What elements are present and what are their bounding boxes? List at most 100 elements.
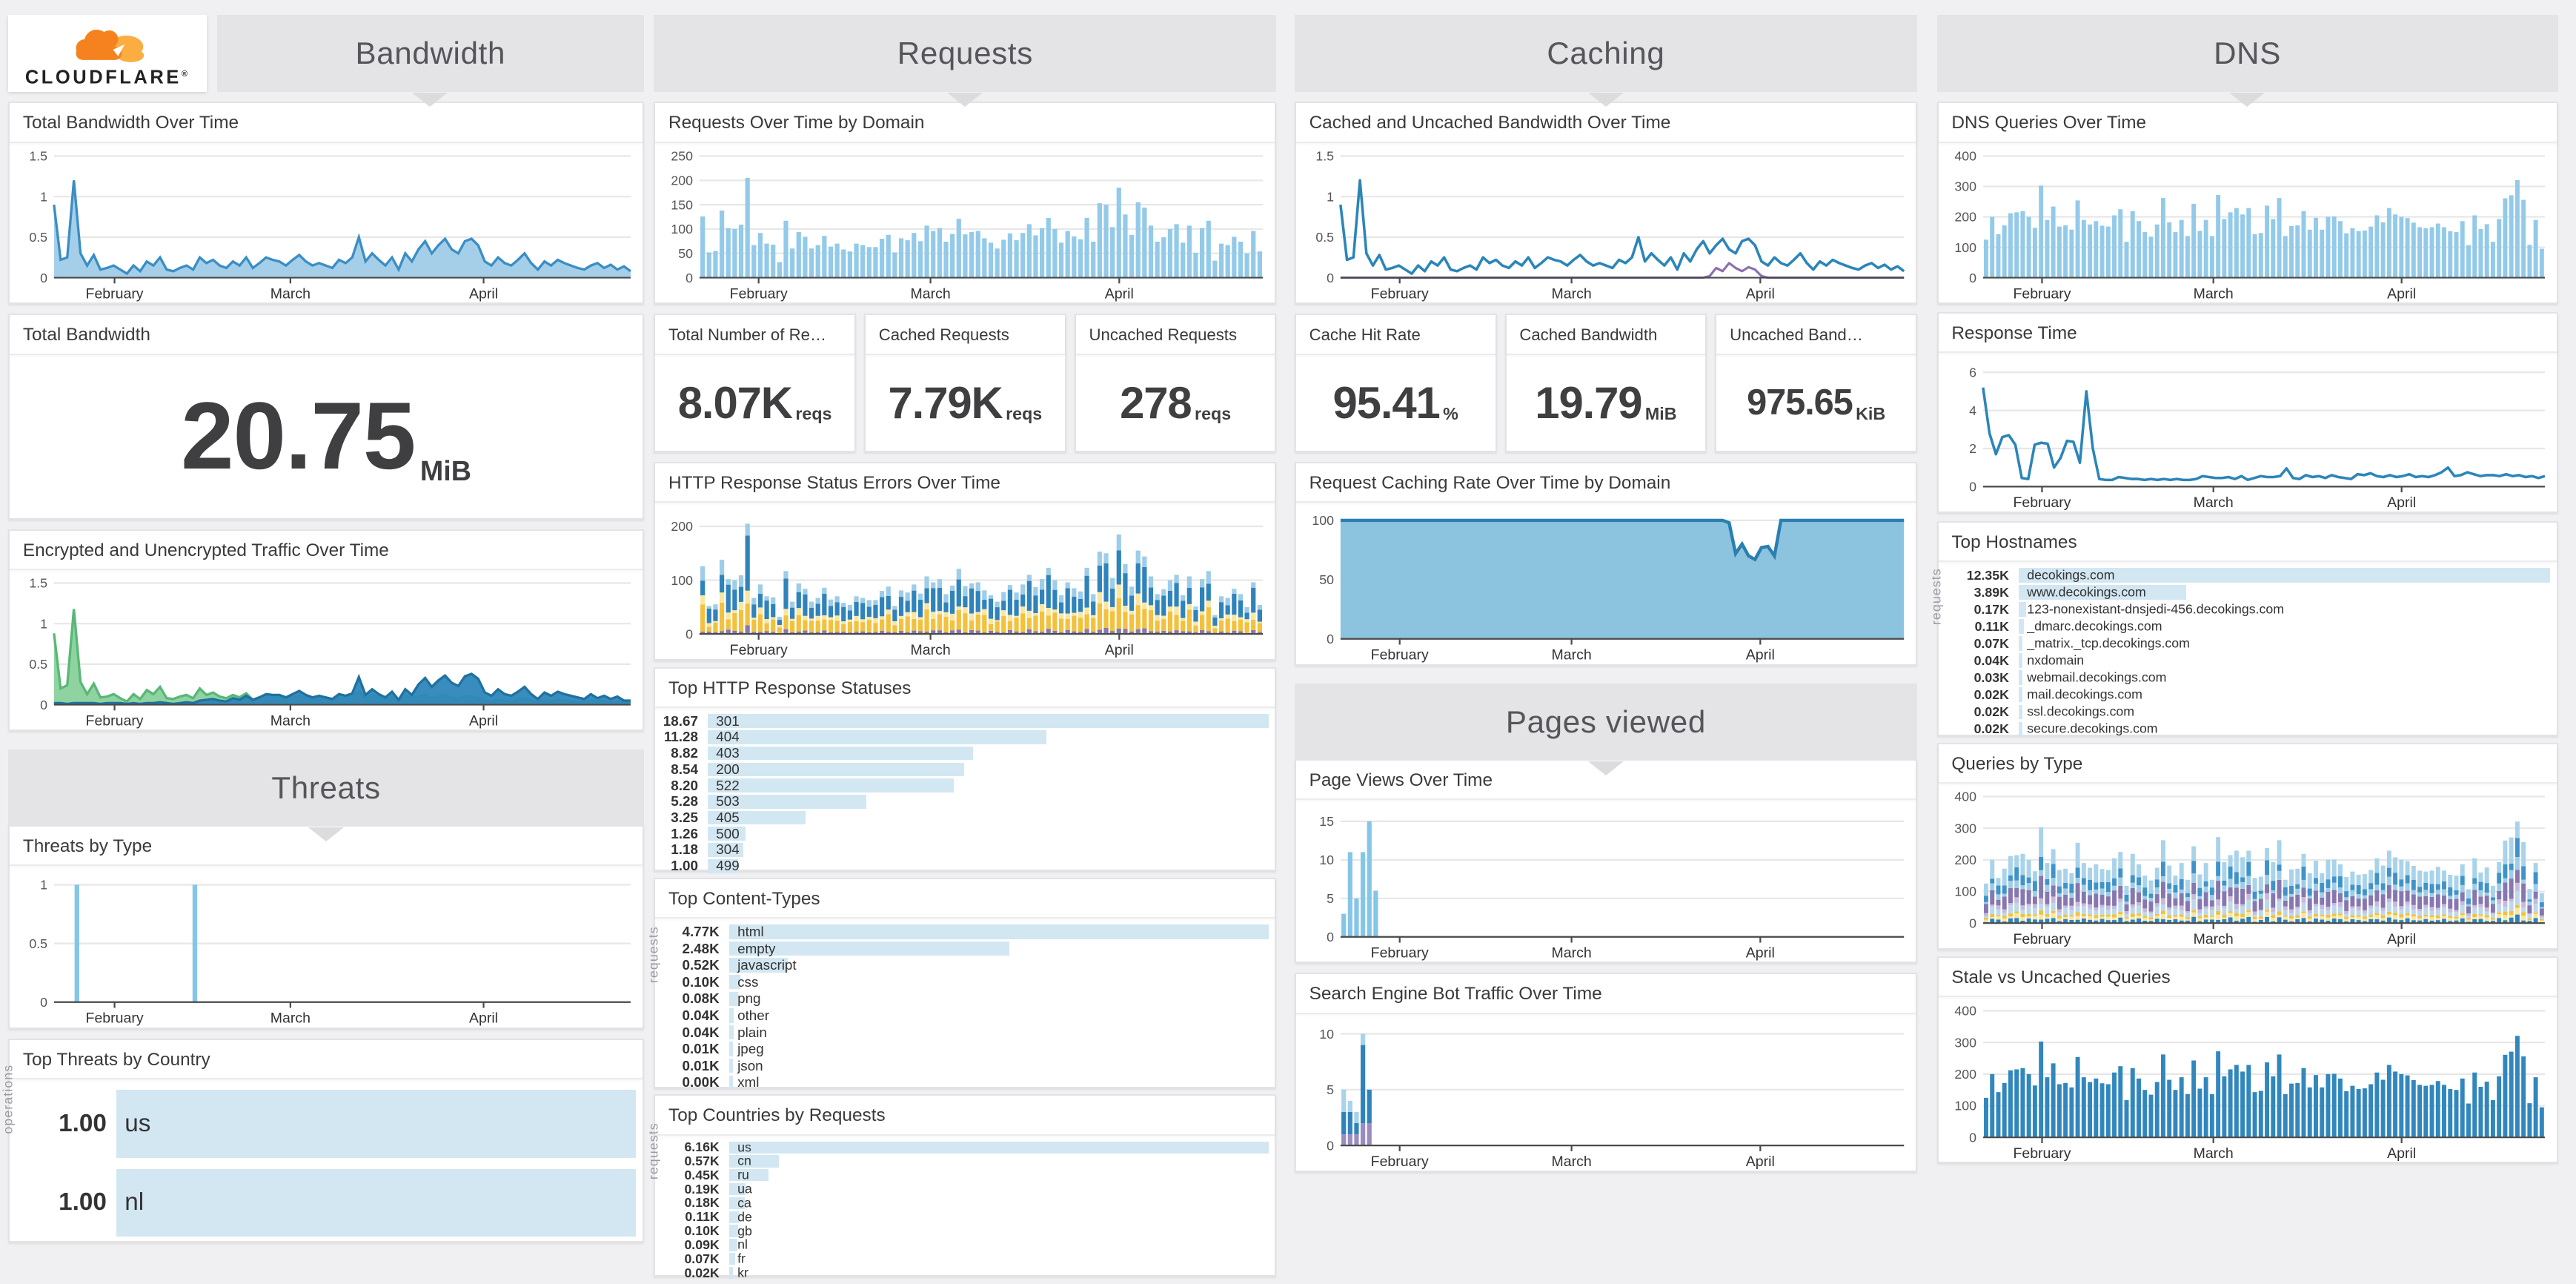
- list-item[interactable]: 0.04K plain: [677, 1024, 1268, 1041]
- svg-text:April: April: [469, 285, 498, 302]
- list-item[interactable]: 3.89K www.decokings.com: [1959, 584, 2549, 601]
- list-item[interactable]: 0.57K cn: [677, 1154, 1268, 1168]
- list-item[interactable]: 0.11K de: [677, 1209, 1268, 1224]
- list-item[interactable]: 0.03K webmail.decokings.com: [1959, 669, 2549, 686]
- list-item-bar: webmail.decokings.com: [2019, 670, 2549, 686]
- list-item-label: us: [737, 1139, 751, 1155]
- stale-uncached-bar-chart[interactable]: 0 100 200 300 400 February March April: [1939, 999, 2557, 1162]
- list-item-label: 301: [716, 712, 740, 729]
- list-item[interactable]: 5.28 503: [655, 793, 1268, 810]
- panel-cached-requests: Cached Requests 7.79K reqs: [864, 314, 1066, 452]
- panel-uncached-bandwidth: Uncached Band… 975.65 KiB: [1715, 314, 1917, 452]
- list-item[interactable]: 8.54 200: [655, 761, 1268, 778]
- page-views-bar-chart[interactable]: 0 5 10 15 February March April: [1296, 802, 1916, 962]
- list-item[interactable]: 8.82 403: [655, 745, 1268, 761]
- list-item[interactable]: 3.25 405: [655, 810, 1268, 826]
- list-item[interactable]: 1.00 499: [655, 858, 1268, 874]
- list-item-bar: ru: [729, 1168, 1269, 1182]
- requests-stat-cards: Total Number of Re… 8.07K reqs Cached Req…: [654, 314, 1277, 452]
- svg-text:April: April: [1746, 647, 1775, 663]
- list-item-label: plain: [737, 1024, 767, 1040]
- list-item[interactable]: 0.17K 123-nonexistant-dnsjedi-456.decokin…: [1959, 601, 2549, 618]
- list-item-label: nxdomain: [2027, 652, 2085, 668]
- svg-text:April: April: [1746, 1154, 1775, 1170]
- list-item[interactable]: 0.11K _dmarc.decokings.com: [1959, 618, 2549, 635]
- total-bandwidth-area-chart[interactable]: 0 0.5 1 1.5 February March April: [10, 145, 642, 302]
- list-item[interactable]: 12.35K decokings.com: [1959, 567, 2550, 584]
- search-bots-stacked-bar-chart[interactable]: 0 5 10 February March April: [1296, 1016, 1916, 1170]
- panel-top-threats-by-country: Top Threats by Country operations 1.00 us…: [0, 1039, 644, 1242]
- cached-uncached-line-chart[interactable]: 0 0.5 1 1.5 February March April: [1296, 145, 1916, 302]
- list-item[interactable]: 0.01K jpeg: [677, 1041, 1268, 1058]
- svg-text:March: March: [2193, 1145, 2233, 1161]
- stat-value: 278: [1120, 377, 1192, 428]
- caching-rate-area-chart[interactable]: 0 50 100 February March April: [1296, 504, 1916, 663]
- list-item[interactable]: 8.20 522: [655, 778, 1268, 794]
- list-item-label: 500: [716, 825, 740, 841]
- list-item-value: 0.01K: [682, 1057, 720, 1073]
- list-item[interactable]: 0.02K secure.decokings.com: [1959, 721, 2549, 738]
- list-item[interactable]: 0.02K kr: [677, 1265, 1268, 1280]
- list-item-label: nl: [737, 1237, 748, 1252]
- list-item[interactable]: 0.10K gb: [677, 1223, 1269, 1239]
- list-item[interactable]: 0.52K javascript: [677, 957, 1268, 974]
- list-item-label: 200: [716, 761, 740, 777]
- list-item[interactable]: 0.09K nl: [677, 1237, 1268, 1252]
- svg-text:April: April: [1105, 642, 1134, 658]
- list-item[interactable]: 0.08K png: [677, 990, 1268, 1007]
- list-item[interactable]: 0.04K other: [677, 1007, 1268, 1025]
- panel-title: HTTP Response Status Errors Over Time: [655, 463, 1275, 503]
- svg-text:0.5: 0.5: [29, 230, 47, 245]
- list-item-label: secure.decokings.com: [2027, 721, 2158, 736]
- list-item-value: 0.08K: [682, 990, 720, 1007]
- list-item-bar: gb: [729, 1223, 1269, 1239]
- panel-title: Request Caching Rate Over Time by Domain: [1295, 463, 1916, 503]
- list-item-label: www.decokings.com: [2027, 584, 2146, 600]
- list-item[interactable]: 1.26 500: [655, 826, 1268, 842]
- list-item[interactable]: 0.01K json: [677, 1057, 1268, 1074]
- encrypted-traffic-area-chart[interactable]: 0 0.5 1 1.5 February March April: [10, 572, 642, 729]
- list-item[interactable]: 0.00K xml: [677, 1074, 1268, 1091]
- list-item[interactable]: 0.07K fr: [677, 1251, 1268, 1266]
- list-item[interactable]: 1.00 us: [31, 1085, 637, 1163]
- list-item-value: 3.89K: [1974, 584, 2009, 600]
- list-item[interactable]: 0.02K mail.decokings.com: [1959, 686, 2549, 704]
- list-item[interactable]: 0.18K ca: [677, 1195, 1268, 1210]
- list-item-value: 0.04K: [682, 1024, 720, 1040]
- list-item[interactable]: 2.48K empty: [677, 940, 1268, 957]
- list-item[interactable]: 0.07K _matrix._tcp.decokings.com: [1959, 635, 2549, 652]
- list-item-label: 123-nonexistant-dnsjedi-456.decokings.co…: [2027, 601, 2284, 617]
- list-item[interactable]: 1.18 304: [655, 841, 1268, 858]
- list-item-value: 0.03K: [1974, 669, 2009, 685]
- svg-text:2: 2: [1969, 441, 1976, 456]
- list-item-value: 1.00: [59, 1110, 107, 1138]
- list-item[interactable]: 0.19K ua: [677, 1182, 1268, 1197]
- list-item[interactable]: 0.45K ru: [677, 1168, 1268, 1182]
- requests-bar-chart[interactable]: 0 50 100 150 200 250 February March April: [655, 145, 1275, 302]
- threats-by-type-bar-chart[interactable]: 0 0.5 1 February March April: [10, 867, 642, 1027]
- list-item-label: gb: [737, 1223, 752, 1239]
- svg-text:400: 400: [1954, 1003, 1976, 1018]
- svg-text:200: 200: [671, 520, 694, 535]
- list-item[interactable]: 0.10K css: [677, 973, 1268, 990]
- cloudflare-logo[interactable]: CLOUDFLARE®: [8, 14, 208, 93]
- list-item[interactable]: 0.04K nxdomain: [1959, 652, 2549, 669]
- list-item-label: css: [737, 973, 759, 990]
- list-item[interactable]: 18.67 301: [655, 712, 1269, 729]
- dns-queries-bar-chart[interactable]: 0 100 200 300 400 February March April: [1939, 145, 2557, 302]
- list-item-label: 522: [716, 777, 740, 793]
- response-time-line-chart[interactable]: 0 2 4 6 February March April: [1939, 355, 2557, 512]
- panel-top-statuses: Top HTTP Response Statuses 18.67 301 11.28…: [654, 667, 1277, 874]
- svg-text:February: February: [2013, 1145, 2071, 1161]
- queries-by-type-stacked-bar-chart[interactable]: 0 100 200 300 400 February March April: [1939, 785, 2557, 947]
- http-errors-stacked-bar-chart[interactable]: 0 100 200 February March April: [655, 504, 1275, 658]
- list-item[interactable]: 1.00 nl: [31, 1163, 637, 1242]
- list-item[interactable]: 11.28 404: [655, 729, 1268, 746]
- list-item-value: 0.45K: [684, 1167, 720, 1182]
- svg-text:100: 100: [1954, 1098, 1976, 1113]
- list-item-bar: 499: [708, 858, 1268, 873]
- list-item[interactable]: 4.77K html: [677, 924, 1269, 941]
- list-item[interactable]: 6.16K us: [677, 1139, 1269, 1155]
- panel-title: Cached and Uncached Bandwidth Over Time: [1295, 103, 1916, 143]
- list-item[interactable]: 0.02K ssl.decokings.com: [1959, 704, 2549, 721]
